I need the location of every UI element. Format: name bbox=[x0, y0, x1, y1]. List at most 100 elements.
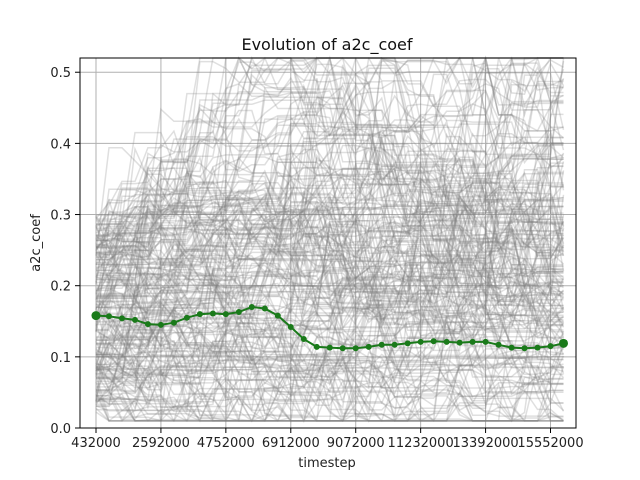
background-trace bbox=[96, 345, 564, 422]
background-trace bbox=[95, 57, 565, 278]
background-trace bbox=[96, 379, 564, 422]
background-trace bbox=[95, 258, 564, 359]
chart-title: Evolution of a2c_coef bbox=[241, 35, 412, 55]
series-point bbox=[508, 344, 515, 351]
background-trace bbox=[96, 303, 565, 422]
background-trace bbox=[96, 157, 564, 267]
background-trace bbox=[95, 236, 564, 412]
background-trace bbox=[96, 159, 564, 326]
y-tick-label: 0.5 bbox=[50, 66, 71, 81]
background-trace bbox=[95, 192, 564, 296]
background-trace bbox=[95, 293, 564, 422]
background-trace bbox=[96, 94, 565, 380]
series-point bbox=[105, 313, 112, 320]
y-tick-label: 0.3 bbox=[50, 209, 71, 224]
background-trace bbox=[96, 56, 564, 276]
background-trace bbox=[95, 329, 564, 422]
background-trace bbox=[95, 225, 564, 419]
y-tick-label: 0.0 bbox=[50, 422, 71, 437]
background-trace bbox=[96, 253, 564, 422]
background-trace bbox=[96, 156, 564, 366]
background-trace bbox=[96, 158, 564, 296]
background-trace bbox=[96, 346, 565, 422]
background-trace bbox=[95, 62, 565, 422]
background-trace bbox=[95, 55, 564, 291]
background-trace bbox=[95, 193, 564, 369]
background-trace bbox=[95, 153, 565, 332]
background-trace bbox=[96, 203, 565, 362]
background-trace bbox=[95, 355, 564, 424]
background-trace bbox=[95, 64, 564, 401]
background-trace bbox=[95, 79, 564, 306]
y-tick-label: 0.2 bbox=[50, 280, 71, 295]
series-point bbox=[547, 343, 554, 350]
background-trace bbox=[96, 103, 564, 338]
background-trace bbox=[96, 158, 564, 397]
y-tick-label: 0.1 bbox=[50, 351, 71, 366]
background-trace bbox=[96, 207, 564, 422]
background-trace bbox=[96, 125, 564, 350]
background-trace bbox=[96, 263, 565, 422]
background-trace bbox=[95, 206, 564, 296]
background-trace bbox=[96, 313, 564, 422]
background-trace bbox=[95, 72, 565, 306]
background-trace bbox=[95, 102, 564, 359]
series-point bbox=[365, 343, 372, 350]
background-trace bbox=[95, 177, 564, 337]
background-trace bbox=[95, 146, 564, 422]
background-trace bbox=[96, 362, 564, 422]
background-trace bbox=[95, 56, 564, 324]
background-trace bbox=[96, 202, 565, 393]
background-trace bbox=[95, 179, 564, 393]
background-trace bbox=[96, 195, 565, 336]
background-trace bbox=[96, 270, 565, 407]
x-tick-label: 11232000 bbox=[388, 436, 454, 451]
background-trace bbox=[96, 336, 564, 389]
background-trace bbox=[95, 179, 564, 390]
background-trace bbox=[96, 67, 564, 397]
background-trace bbox=[96, 244, 565, 356]
background-trace bbox=[96, 152, 565, 356]
background-trace bbox=[95, 109, 564, 249]
series-point bbox=[443, 338, 450, 345]
series-point bbox=[209, 310, 216, 317]
background-trace bbox=[96, 56, 565, 257]
background-trace bbox=[96, 74, 564, 278]
background-trace bbox=[96, 247, 564, 422]
background-trace bbox=[95, 222, 564, 381]
x-tick-label: 4752000 bbox=[197, 436, 255, 451]
background-trace bbox=[95, 257, 565, 385]
background-trace bbox=[96, 253, 564, 378]
background-trace bbox=[95, 220, 565, 322]
background-trace bbox=[96, 89, 564, 281]
series-point bbox=[482, 338, 489, 345]
background-trace bbox=[95, 115, 564, 243]
background-trace bbox=[95, 170, 565, 406]
background-trace bbox=[96, 327, 565, 422]
grid bbox=[80, 58, 576, 429]
background-trace bbox=[95, 238, 565, 423]
background-trace bbox=[96, 164, 564, 379]
background-trace bbox=[95, 274, 564, 422]
background-trace bbox=[95, 136, 564, 349]
background-trace bbox=[95, 221, 564, 330]
background-trace bbox=[96, 306, 564, 408]
background-trace bbox=[96, 56, 564, 264]
series-point bbox=[430, 338, 437, 345]
background-trace bbox=[95, 190, 565, 374]
x-tick-label: 6912000 bbox=[262, 436, 320, 451]
background-trace bbox=[95, 136, 565, 423]
background-trace bbox=[95, 117, 565, 365]
background-trace bbox=[95, 149, 564, 356]
background-trace bbox=[95, 57, 564, 332]
x-tick-label: 9072000 bbox=[327, 436, 385, 451]
background-trace bbox=[95, 291, 564, 422]
background-trace bbox=[95, 272, 564, 397]
background-trace bbox=[95, 178, 564, 314]
background-trace bbox=[96, 122, 564, 304]
series-point bbox=[558, 338, 568, 348]
background-trace bbox=[96, 91, 564, 346]
series-point bbox=[157, 321, 164, 328]
series-point bbox=[183, 314, 190, 321]
background-trace bbox=[95, 119, 564, 372]
